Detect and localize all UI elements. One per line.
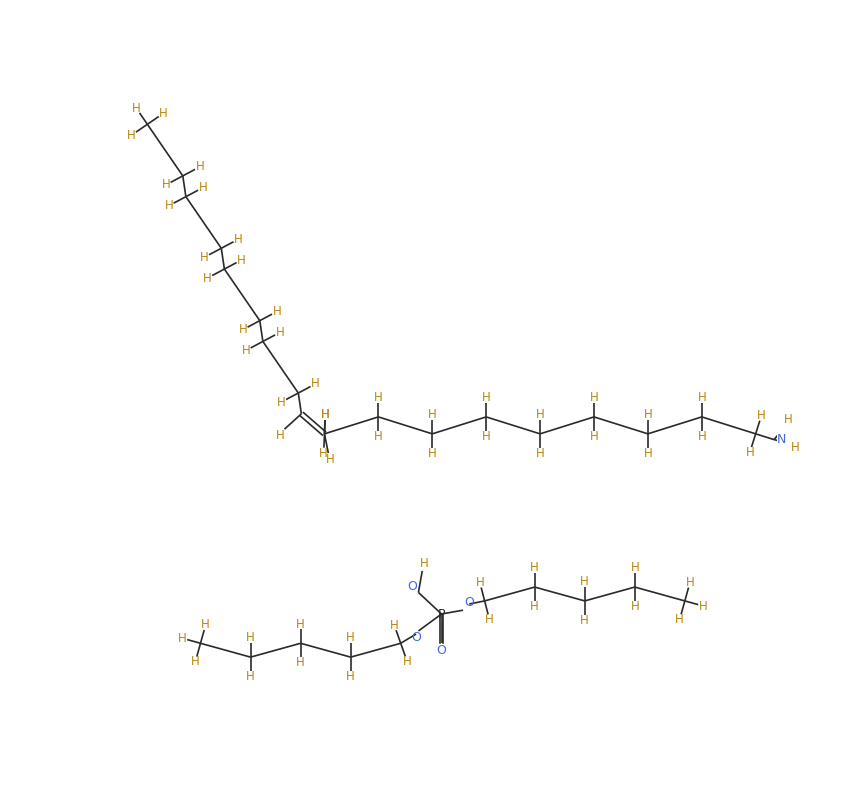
Text: H: H xyxy=(580,614,589,626)
Text: H: H xyxy=(630,600,639,613)
Text: H: H xyxy=(246,670,255,683)
Text: H: H xyxy=(697,429,706,443)
Text: H: H xyxy=(419,557,428,569)
Text: H: H xyxy=(178,632,186,645)
Text: H: H xyxy=(161,178,171,192)
Text: H: H xyxy=(580,575,589,588)
Text: H: H xyxy=(530,600,539,613)
Text: H: H xyxy=(630,562,639,574)
Text: H: H xyxy=(746,446,754,459)
Text: H: H xyxy=(275,429,284,442)
Text: H: H xyxy=(784,413,792,426)
Text: P: P xyxy=(438,607,445,620)
Text: H: H xyxy=(234,233,242,246)
Text: H: H xyxy=(296,656,305,669)
Text: H: H xyxy=(238,323,247,336)
Text: O: O xyxy=(464,596,475,609)
Text: H: H xyxy=(590,391,598,404)
Text: H: H xyxy=(277,395,286,409)
Text: H: H xyxy=(475,576,484,588)
Text: H: H xyxy=(428,447,436,459)
Text: H: H xyxy=(326,453,334,466)
Text: H: H xyxy=(590,429,598,443)
Text: H: H xyxy=(699,600,708,612)
Text: H: H xyxy=(481,429,490,443)
Text: H: H xyxy=(428,408,436,421)
Text: H: H xyxy=(757,409,766,422)
Text: H: H xyxy=(536,408,545,421)
Text: H: H xyxy=(792,441,800,454)
Text: H: H xyxy=(321,408,330,421)
Text: O: O xyxy=(407,580,417,592)
Text: H: H xyxy=(237,253,246,267)
Text: H: H xyxy=(374,429,383,443)
Text: H: H xyxy=(165,200,173,212)
Text: H: H xyxy=(242,344,250,357)
Text: H: H xyxy=(320,447,328,459)
Text: H: H xyxy=(536,447,545,459)
Text: H: H xyxy=(686,576,695,589)
Text: H: H xyxy=(273,305,281,318)
Text: H: H xyxy=(127,128,136,142)
Text: H: H xyxy=(201,619,210,631)
Text: H: H xyxy=(203,272,212,284)
Text: H: H xyxy=(530,562,539,574)
Text: H: H xyxy=(481,391,490,404)
Text: H: H xyxy=(675,613,684,626)
Text: H: H xyxy=(132,102,141,115)
Text: H: H xyxy=(191,655,200,668)
Text: O: O xyxy=(436,645,447,657)
Text: H: H xyxy=(485,613,494,626)
Text: H: H xyxy=(346,631,355,645)
Text: H: H xyxy=(275,326,284,339)
Text: H: H xyxy=(296,618,305,630)
Text: H: H xyxy=(697,391,706,404)
Text: H: H xyxy=(158,107,168,120)
Text: H: H xyxy=(311,378,320,390)
Text: H: H xyxy=(403,655,411,668)
Text: N: N xyxy=(777,433,786,446)
Text: H: H xyxy=(198,181,207,194)
Text: H: H xyxy=(246,631,255,645)
Text: H: H xyxy=(196,160,204,173)
Text: H: H xyxy=(346,670,355,683)
Text: H: H xyxy=(390,619,398,632)
Text: H: H xyxy=(321,408,330,421)
Text: O: O xyxy=(411,630,421,644)
Text: H: H xyxy=(643,447,652,459)
Text: H: H xyxy=(374,391,383,404)
Text: H: H xyxy=(643,408,652,421)
Text: H: H xyxy=(200,251,209,264)
